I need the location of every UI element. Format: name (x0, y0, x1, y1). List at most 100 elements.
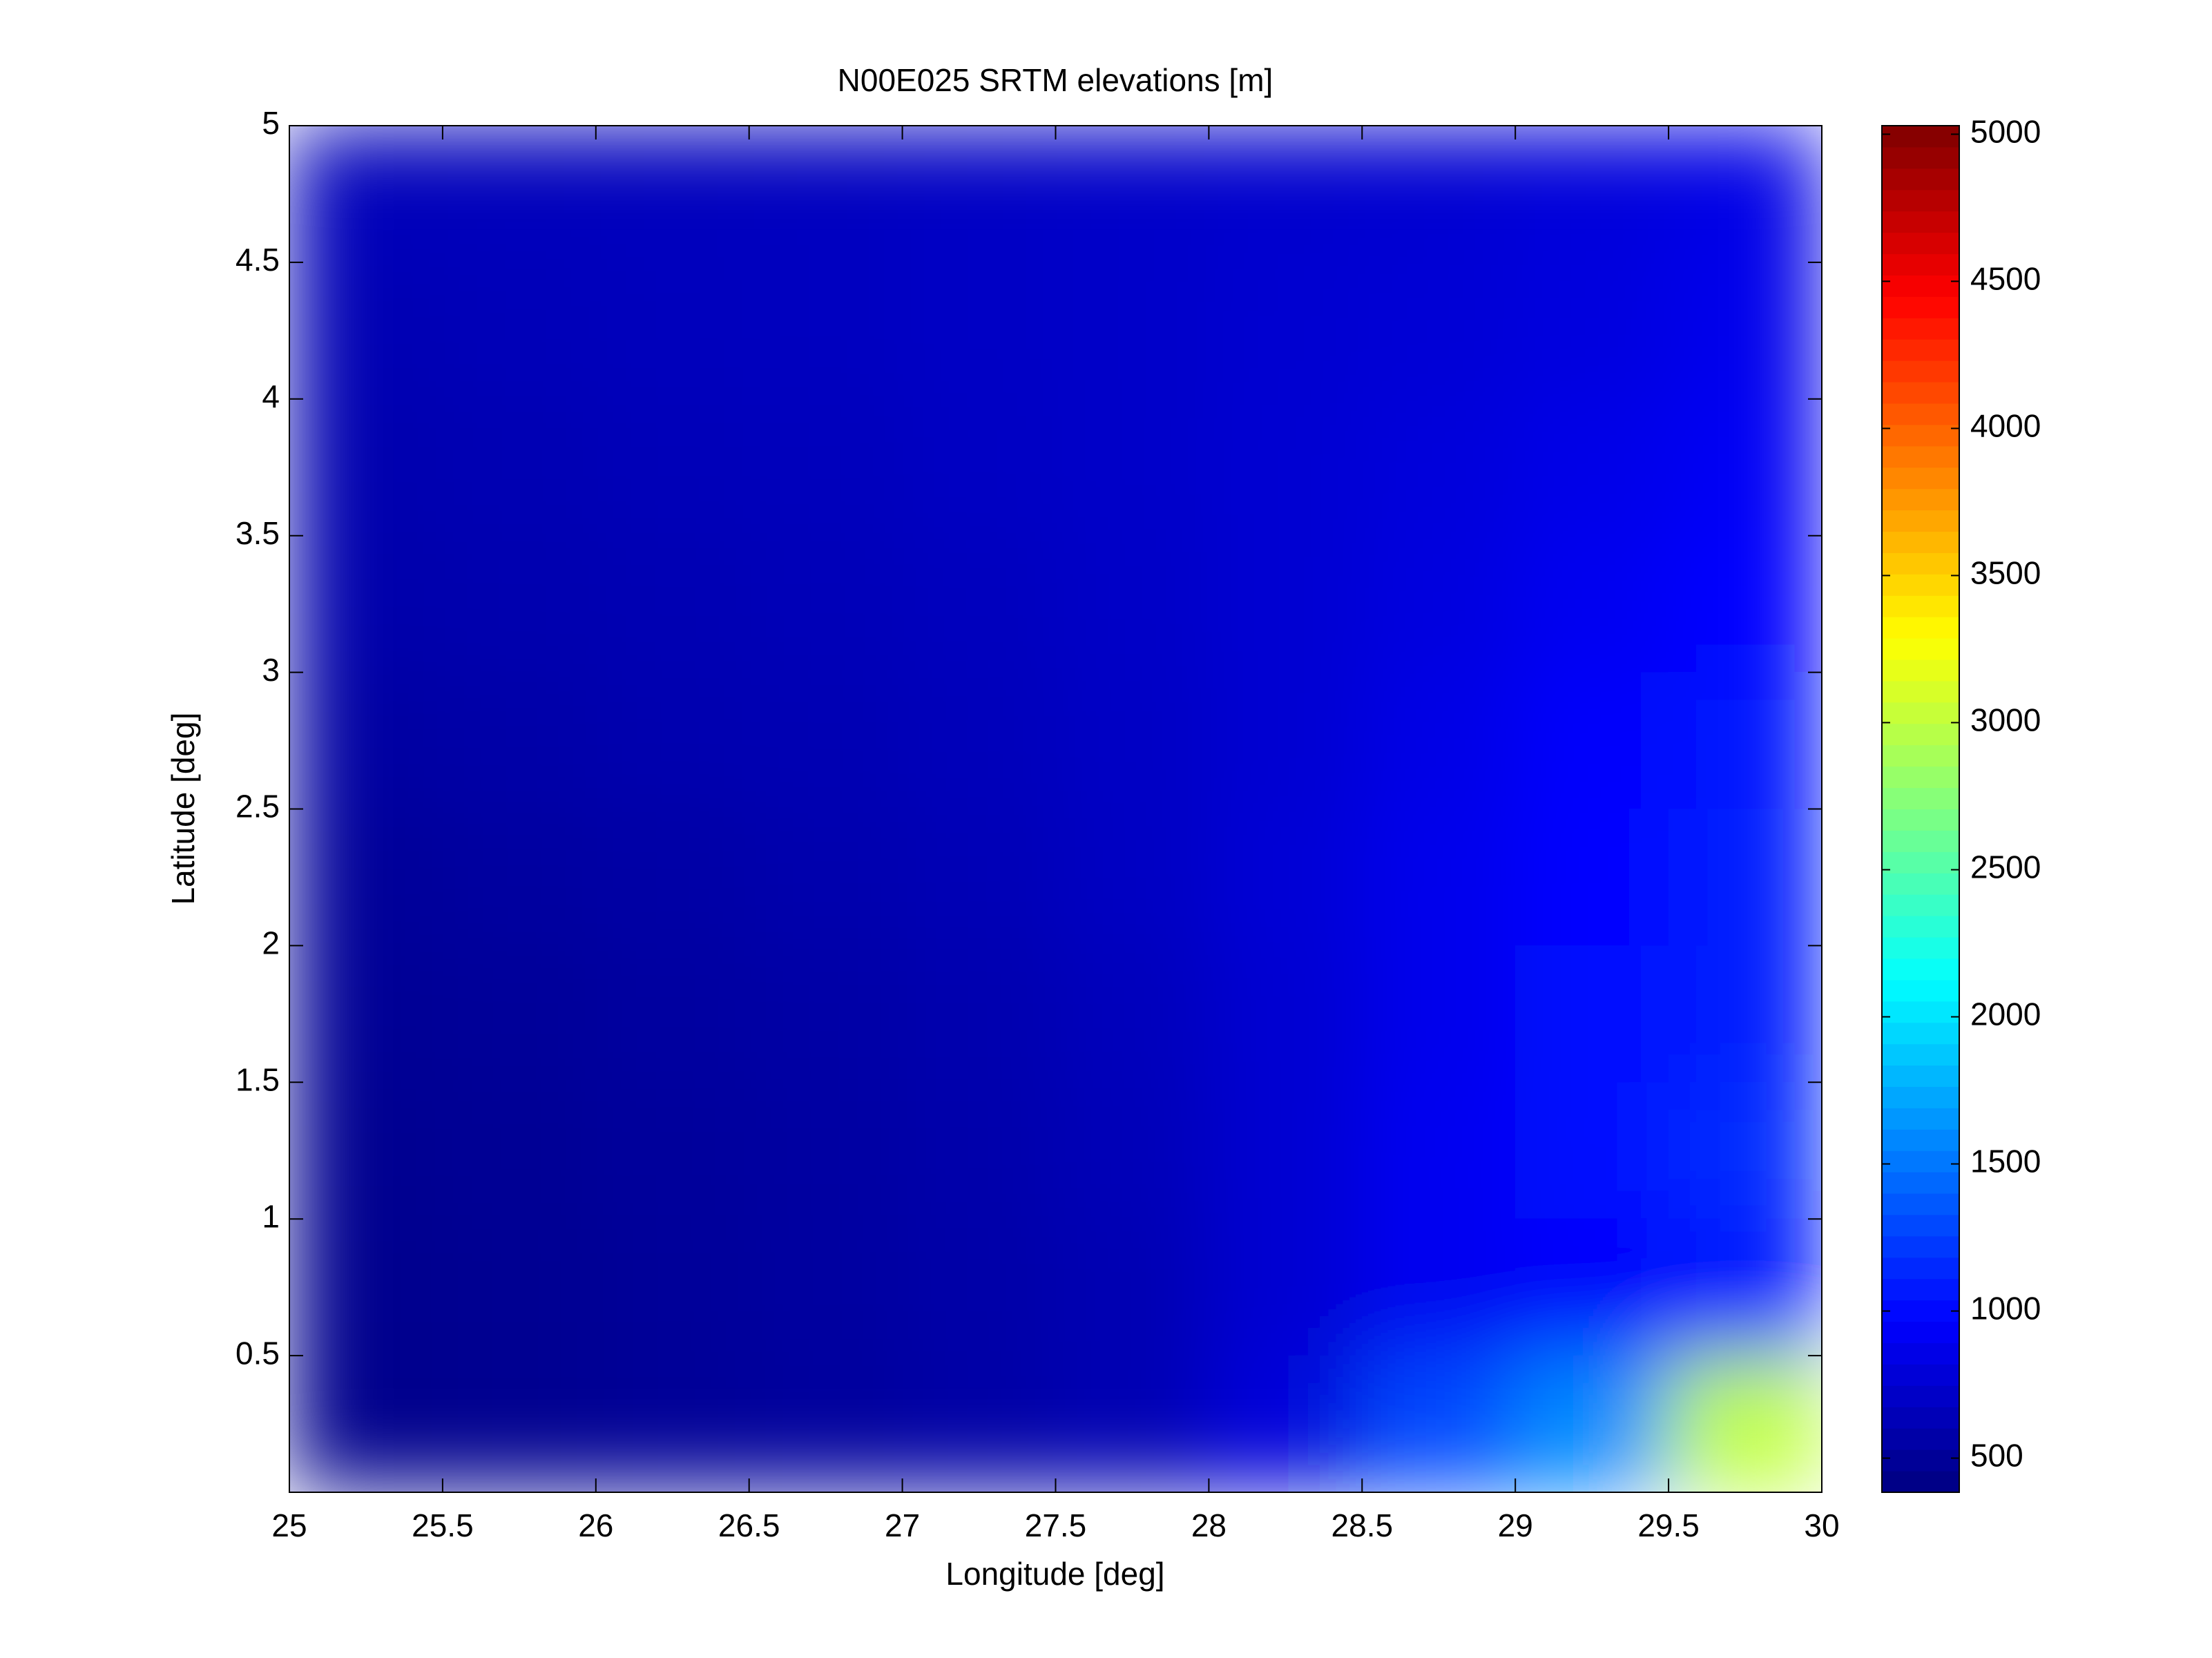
heatmap-cell (1514, 1081, 1669, 1220)
colorbar-swatch (1882, 1449, 1959, 1472)
colorbar-swatch (1882, 809, 1959, 831)
heatmap-cell (1514, 1355, 1669, 1492)
x-tick-label: 26.5 (718, 1507, 780, 1543)
colorbar-swatch (1882, 1086, 1959, 1108)
heatmap-cell (902, 1081, 1056, 1220)
heatmap-cell (902, 398, 1056, 537)
colorbar-tick-label: 1000 (1970, 1291, 2041, 1327)
colorbar-swatch (1882, 1363, 1959, 1386)
colorbar-swatch (1882, 1321, 1959, 1344)
heatmap-cell (442, 1081, 597, 1220)
heatmap-cell (289, 809, 443, 946)
colorbar-swatch (1882, 381, 1959, 404)
colorbar-swatch (1882, 296, 1959, 318)
heatmap-cell (1208, 945, 1363, 1083)
colorbar-tick-label: 5000 (1970, 114, 2041, 150)
heatmap-cell (1361, 262, 1516, 400)
heatmap-cell (1055, 535, 1209, 673)
colorbar-swatch (1882, 552, 1959, 575)
colorbar-tick-label: 4000 (1970, 408, 2041, 444)
y-axis-label: Latitude [deg] (165, 713, 201, 905)
heatmap-cell (1668, 1355, 1822, 1492)
x-tick-label: 26 (578, 1507, 613, 1543)
heatmap-cell (1514, 1218, 1669, 1356)
heatmap-cell (442, 672, 597, 809)
x-axis-label: Longitude [deg] (945, 1556, 1164, 1592)
heatmap-cell (1361, 672, 1516, 809)
heatmap-cell (1361, 1081, 1516, 1220)
heatmap-cell (1208, 126, 1363, 263)
colorbar-swatch (1882, 467, 1959, 490)
heatmap-cell (442, 126, 597, 263)
heatmap-cell (1361, 809, 1516, 946)
heatmap-cell (289, 945, 443, 1083)
colorbar-swatch (1882, 211, 1959, 233)
heatmap-cell (902, 945, 1056, 1083)
heatmap-cell (595, 672, 750, 809)
heatmap-cell (1055, 672, 1209, 809)
x-tick-label: 29 (1498, 1507, 1533, 1543)
colorbar-swatch (1882, 829, 1959, 852)
colorbar-swatch (1882, 232, 1959, 255)
colorbar-tick-label: 4500 (1970, 261, 2041, 297)
heatmap-cell (749, 535, 903, 673)
heatmap-cells (289, 126, 1822, 1492)
heatmap-cell (749, 1355, 903, 1492)
colorbar-frame (1881, 125, 1960, 1493)
colorbar-swatch (1882, 189, 1959, 212)
heatmap-cell (289, 535, 443, 673)
heatmap-cell (1668, 1218, 1822, 1356)
colorbar-swatch (1882, 851, 1959, 874)
heatmap-cell (749, 672, 903, 809)
heatmap-cell (1668, 945, 1822, 1083)
heatmap-cell (1361, 945, 1516, 1083)
heatmap-cell (595, 809, 750, 946)
colorbar-swatch (1882, 317, 1959, 340)
heatmap-cell (1055, 262, 1209, 400)
heatmap-cell (595, 1081, 750, 1220)
colorbar-swatch (1882, 1427, 1959, 1450)
colorbar-swatch (1882, 702, 1959, 724)
heatmap-cell (595, 535, 750, 673)
heatmap-cell (1668, 262, 1822, 400)
heatmap-cell (1514, 126, 1669, 263)
heatmap-cell (595, 945, 750, 1083)
y-tick-label: 3.5 (235, 515, 280, 551)
heatmap-cell (442, 809, 597, 946)
heatmap-cell (1514, 672, 1669, 809)
colorbar-swatch (1882, 338, 1959, 361)
colorbar-swatch (1882, 488, 1959, 511)
colorbar-swatch (1882, 1278, 1959, 1301)
axes: 25 25.5 26 26.5 27 27.5 28 28.5 29 29.5 300.511.52… (235, 105, 1840, 1543)
heatmap-cell (1668, 535, 1822, 673)
x-tick-label: 28 (1191, 1507, 1227, 1543)
colorbar-swatch (1882, 1001, 1959, 1023)
colorbar-swatch (1882, 936, 1959, 959)
heatmap-cell (1668, 398, 1822, 537)
heatmap-cell (1361, 126, 1516, 263)
colorbar-swatch (1882, 1193, 1959, 1215)
y-tick-label: 5 (262, 105, 280, 141)
colorbar-swatch (1882, 1171, 1959, 1194)
heatmap-cell (902, 1355, 1056, 1492)
colorbar-swatch (1882, 168, 1959, 191)
colorbar-swatch (1882, 445, 1959, 468)
heatmap-cell (1668, 672, 1822, 809)
heatmap-cell (1208, 1218, 1363, 1356)
heatmap-cell (289, 1218, 443, 1356)
heatmap-cell (1361, 1218, 1516, 1356)
x-tick-label: 25.5 (412, 1507, 474, 1543)
heatmap-cell (442, 535, 597, 673)
colorbar-swatch (1882, 637, 1959, 660)
heatmap-cell (442, 1218, 597, 1356)
heatmap-cell (289, 262, 443, 400)
heatmap (289, 126, 1822, 1492)
colorbar-swatch (1882, 744, 1959, 767)
heatmap-cell (442, 945, 597, 1083)
x-tick-label: 27.5 (1025, 1507, 1087, 1543)
colorbar-tick-label: 500 (1970, 1438, 2023, 1474)
colorbar-swatch (1882, 1128, 1959, 1151)
heatmap-cell (902, 809, 1056, 946)
x-tick-label: 28.5 (1331, 1507, 1394, 1543)
